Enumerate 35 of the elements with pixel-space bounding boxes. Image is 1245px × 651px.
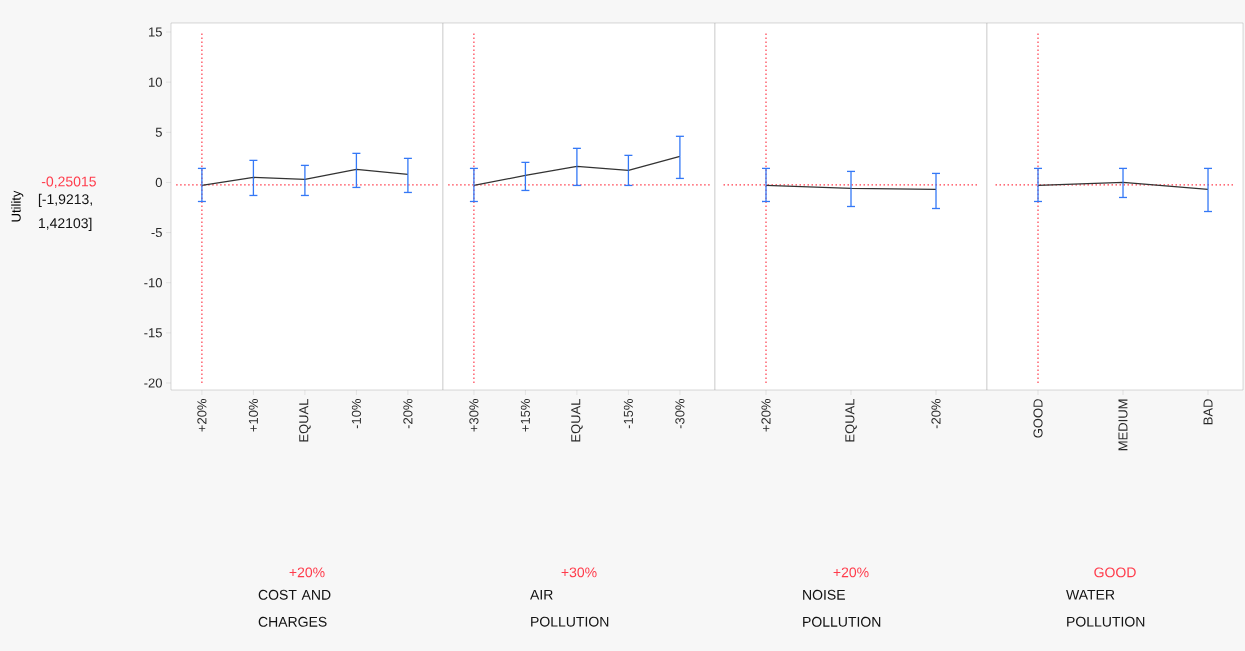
text: GOOD: [1094, 567, 1136, 578]
x-tick-label: -15%: [623, 398, 633, 429]
y-tick-label: -10: [144, 278, 162, 288]
text: [-1,9213, 1,42103]: [38, 193, 92, 231]
x-tick-label: -30%: [675, 398, 685, 429]
x-tick-label: BAD: [1203, 399, 1213, 425]
y-tick-label: -15: [144, 328, 162, 338]
x-tick-label: +20%: [197, 398, 207, 432]
x-tick-label: MEDIUM: [1118, 399, 1128, 451]
text: -0,25015: [41, 176, 96, 189]
y-tick-label: -20: [144, 378, 162, 388]
y-tick-label: 15: [149, 27, 162, 37]
x-tick-label: EQUAL: [299, 398, 311, 442]
x-tick-label: EQUAL: [845, 398, 857, 442]
x-tick-label: -10%: [351, 398, 361, 429]
x-tick-label: GOOD: [1033, 399, 1043, 438]
y-tick-label: 10: [149, 77, 162, 87]
text: +20%: [289, 567, 325, 578]
x-tick-label: +15%: [520, 398, 530, 432]
x-tick-label: -20%: [931, 398, 941, 429]
x-tick-label: +20%: [761, 398, 771, 432]
y-tick-label: 0: [155, 177, 162, 188]
x-tick-label: +10%: [248, 398, 258, 432]
x-tick-label: +30%: [469, 398, 479, 432]
x-tick-label: EQUAL: [571, 398, 583, 442]
text: COST AND CHARGES: [258, 589, 331, 627]
text: WATER POLLUTION: [1066, 589, 1145, 627]
text: AIR POLLUTION: [530, 589, 609, 627]
text: NOISE POLLUTION: [803, 589, 881, 627]
x-tick-label: -20%: [403, 398, 413, 429]
y-axis-title: Utility: [11, 190, 24, 222]
text: +30%: [561, 567, 597, 578]
y-tick-label: -5: [151, 228, 162, 238]
text: +20%: [833, 567, 869, 578]
y-tick-label: 5: [155, 127, 162, 137]
